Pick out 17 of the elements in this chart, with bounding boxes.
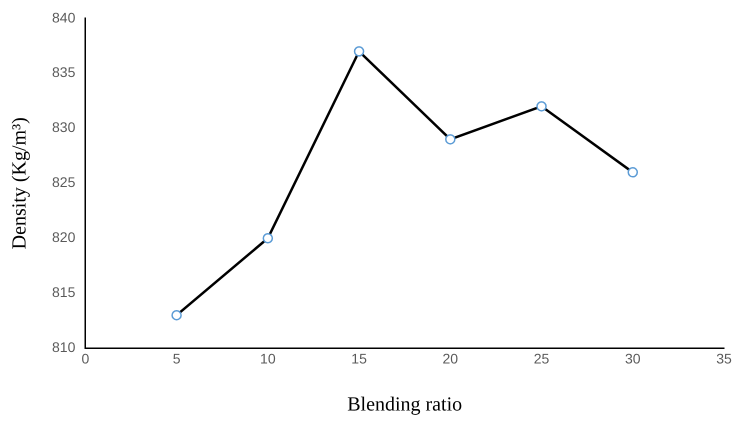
y-tick-label: 825 [52, 174, 76, 190]
x-tick-label: 25 [534, 350, 550, 366]
y-tick-label: 815 [52, 284, 76, 300]
x-tick-label: 35 [716, 350, 732, 366]
y-axis-title: Density (Kg/m³) [8, 117, 30, 250]
y-tick-label: 835 [52, 64, 76, 80]
x-tick-label: 5 [172, 350, 181, 366]
y-tick-label: 840 [52, 9, 76, 26]
x-tick-label: 30 [624, 350, 641, 366]
x-tick-label: 10 [260, 350, 276, 366]
x-axis-title: Blending ratio [347, 393, 462, 416]
x-tick-label: 0 [81, 350, 90, 366]
x-tick-label: 15 [351, 350, 368, 366]
x-tick-label: 20 [442, 350, 458, 366]
y-tick-label: 820 [52, 229, 76, 246]
y-tick-label: 830 [52, 119, 76, 136]
y-tick-label: 810 [52, 339, 76, 356]
